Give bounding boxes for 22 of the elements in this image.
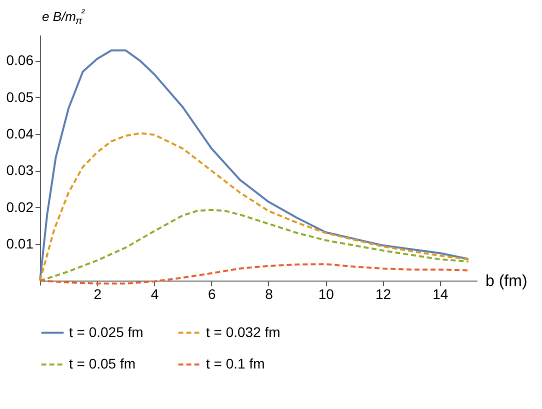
line-series [39,132,470,282]
line-series [39,208,470,282]
x-tick-label: 10 [318,286,334,302]
line-series [39,263,470,285]
line-series [39,49,470,282]
x-axis-title: b (fm) [486,273,528,290]
y-tick-label: 0.02 [6,198,34,215]
legend-label: t = 0.1 fm [206,356,265,372]
y-tick-label: 0.04 [6,125,34,142]
y-tick-label: 0.01 [6,235,34,252]
x-tick-label: 8 [265,286,274,302]
x-tick-label: 2 [94,286,102,302]
y-tick-label: 0.05 [6,88,34,105]
x-tick-label: 12 [375,286,392,302]
legend-label: t = 0.032 fm [206,324,280,340]
y-tick-label: 0.06 [6,52,34,68]
x-tick-label: 4 [150,286,159,302]
legend-label: t = 0.025 fm [69,324,144,340]
x-tick-label: 14 [432,286,448,302]
x-tick-label: 6 [208,286,216,302]
legend-label: t = 0.05 fm [69,356,136,372]
y-tick-label: 0.03 [6,162,34,178]
